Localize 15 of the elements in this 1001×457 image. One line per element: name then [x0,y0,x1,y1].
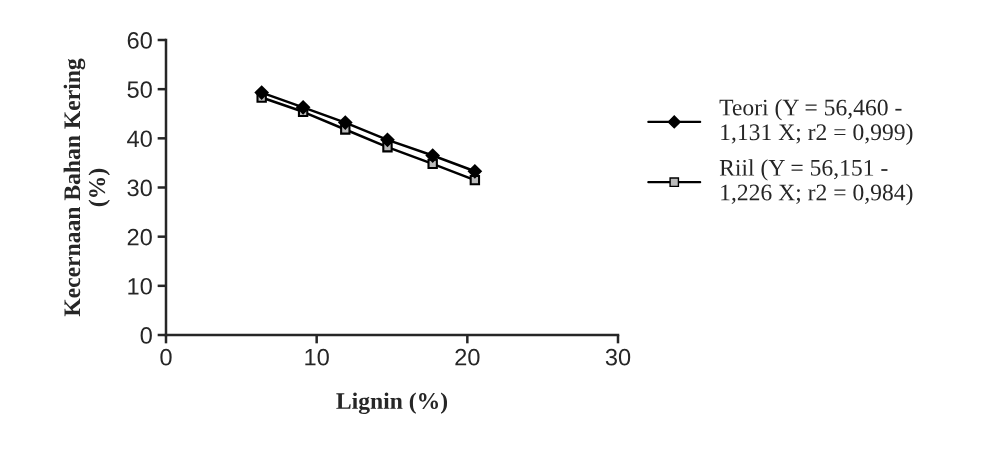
x-tick-label: 20 [455,348,480,366]
legend-label: Teori (Y = 56,460 - 1,131 X; r2 = 0,999) [719,98,913,146]
y-tick-label: 10 [128,277,152,295]
x-tick-label: 30 [605,348,631,366]
x-axis-title: Lignin (%) [336,392,448,415]
y-tick-label: 0 [140,327,152,344]
y-tick-label: 40 [127,130,152,148]
y-tick-label: 20 [127,228,152,246]
y-tick-label: 30 [127,179,152,197]
y-tick-label: 50 [127,81,152,98]
x-tick-label: 0 [160,348,172,366]
y-axis-title: Kecernaan Bahan Kering (%) [63,58,110,317]
y-tick-label: 60 [127,32,152,49]
legend-label: Riil (Y = 56,151 - 1,226 X; r2 = 0,984) [719,159,913,206]
x-tick-label: 10 [305,348,329,366]
